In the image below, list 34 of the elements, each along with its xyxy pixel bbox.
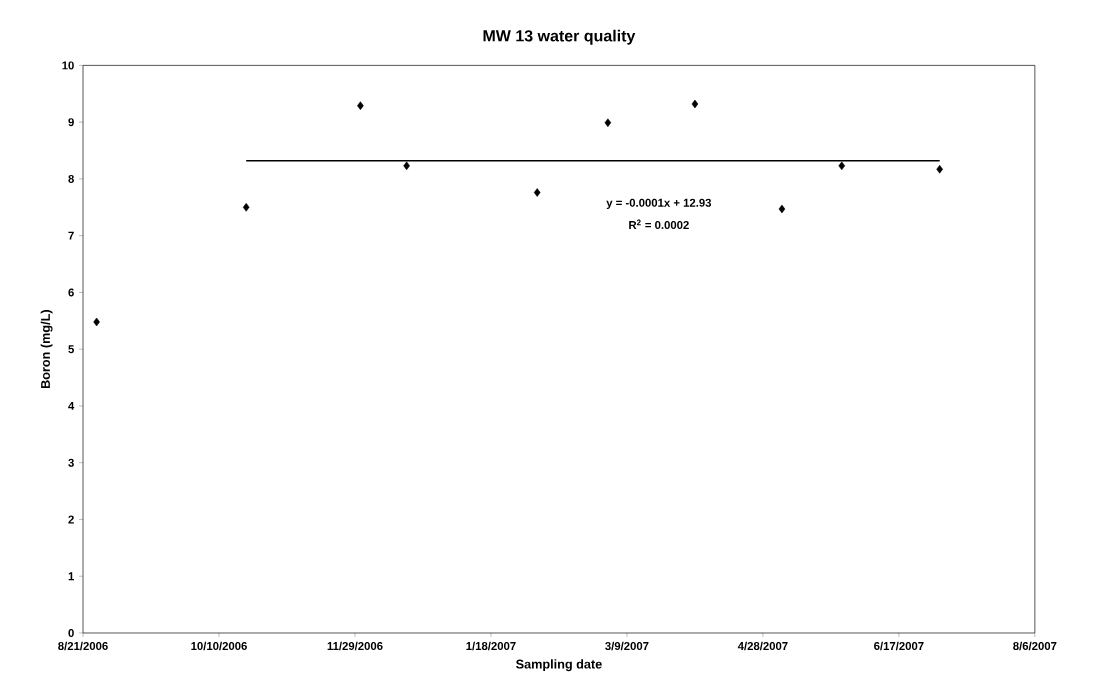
- y-tick-label: 7: [68, 231, 74, 240]
- x-tick-label: 8/21/2006: [58, 641, 108, 651]
- y-tick-label: 0: [68, 628, 74, 637]
- x-tick-label: 3/9/2007: [605, 641, 649, 651]
- point: [242, 203, 250, 212]
- point: [838, 161, 846, 171]
- x-tick-label: 10/10/2006: [191, 641, 247, 651]
- x-tick-label: 1/18/2007: [466, 641, 516, 651]
- y-tick-label: 1: [68, 572, 74, 581]
- chart-title: MW 13 water quality: [483, 29, 636, 45]
- point: [936, 164, 943, 174]
- point: [778, 204, 786, 214]
- point: [403, 161, 410, 171]
- y-tick-label: 4: [68, 402, 75, 410]
- y-tick-label: 9: [68, 118, 74, 127]
- point: [357, 101, 364, 110]
- x-tick-label: 4/28/2007: [737, 641, 788, 651]
- y-axis-title: Boron (mg/L): [40, 310, 53, 389]
- point: [691, 99, 699, 109]
- point: [533, 188, 541, 197]
- y-tick-label: 6: [68, 288, 74, 297]
- point: [93, 317, 100, 327]
- annotation: R$^{2}$ = 0.0002: [629, 219, 689, 230]
- x-tick-label: 8/6/2007: [1013, 641, 1057, 651]
- x-axis-title: Sampling date: [516, 659, 602, 672]
- y-tick-label: 10: [62, 61, 74, 70]
- x-tick-label: 6/17/2007: [874, 641, 924, 651]
- x-tick-label: 11/29/2006: [327, 641, 383, 651]
- y-tick-label: 8: [68, 174, 74, 183]
- y-tick-label: 3: [68, 458, 74, 467]
- annotation: y = -0.0001x + 12.93: [606, 198, 712, 210]
- y-tick-label: 5: [68, 345, 74, 354]
- point: [604, 118, 612, 127]
- y-tick-label: 2: [68, 515, 74, 524]
